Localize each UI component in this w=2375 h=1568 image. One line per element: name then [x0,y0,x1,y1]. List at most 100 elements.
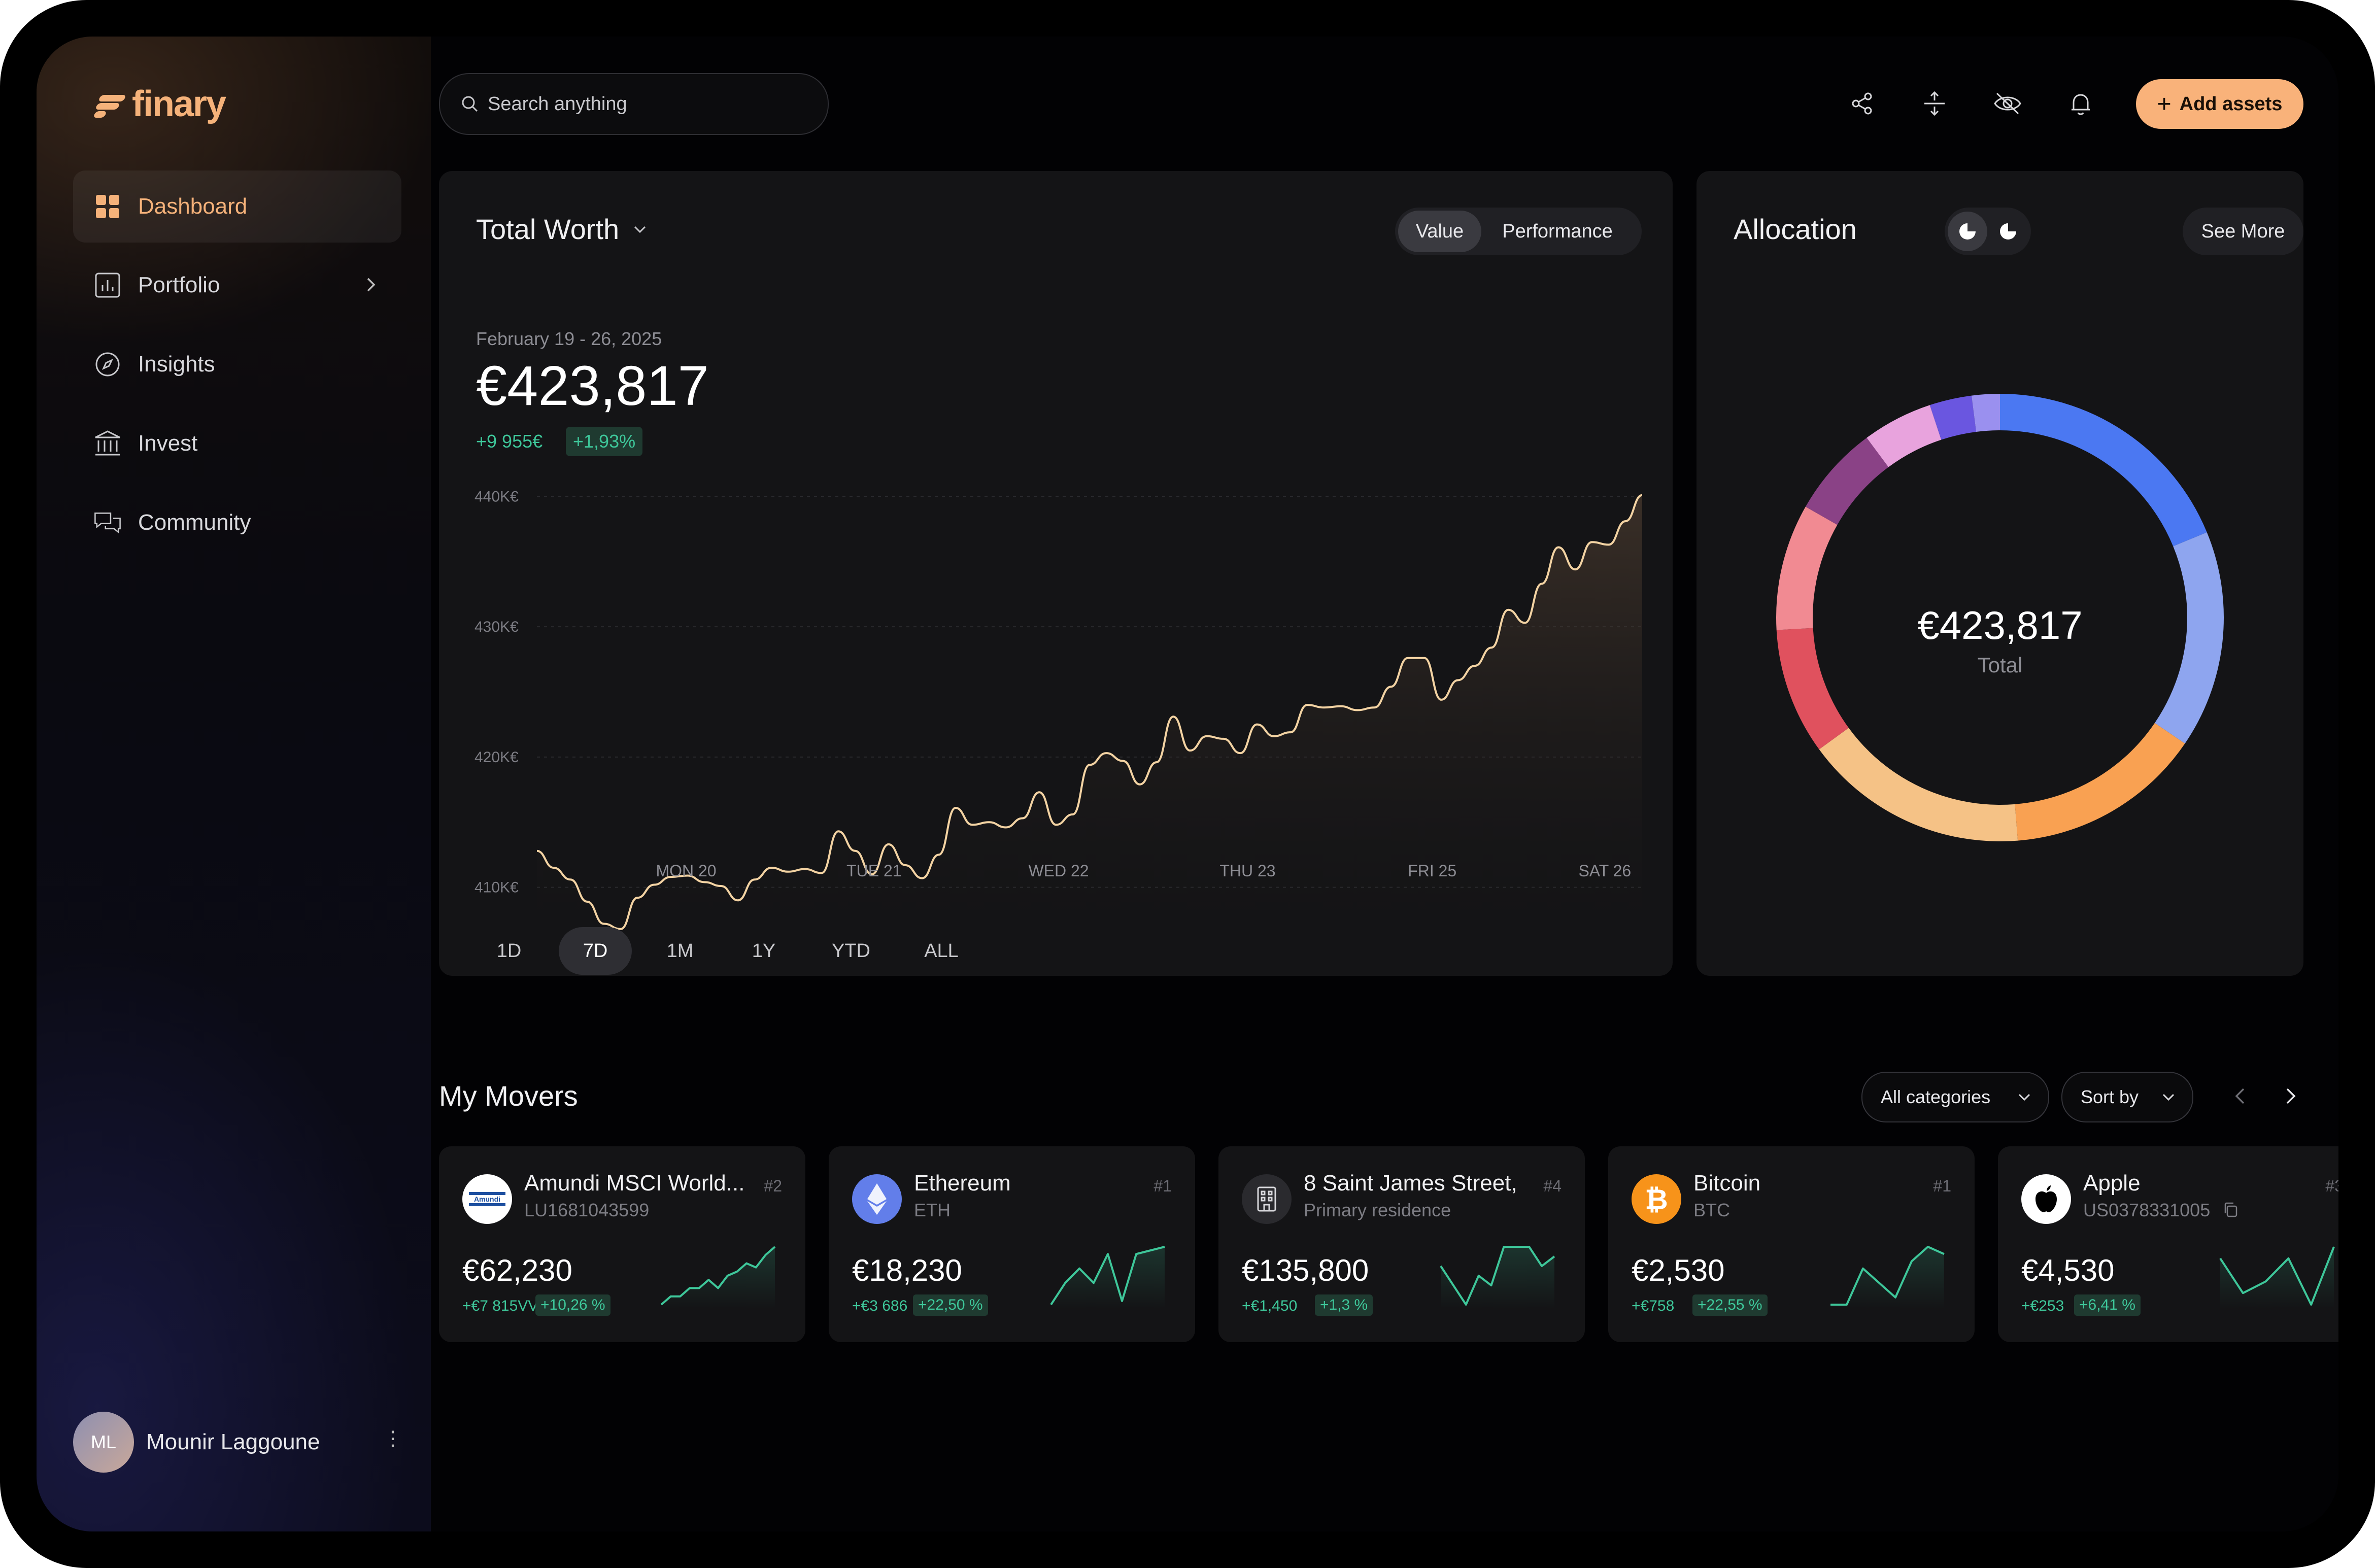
search-input[interactable]: Search anything [488,93,627,115]
ethereum-icon [852,1174,902,1224]
amundi-logo-icon: Amundi [462,1174,512,1224]
mover-ticker-text: US0378331005 [2083,1200,2211,1220]
mover-change-absolute: +€3 686 [852,1298,908,1314]
mover-value: €18,230 [852,1253,962,1287]
donut-slice[interactable] [1929,395,1977,440]
mover-ticker: US0378331005 [2083,1200,2240,1221]
range-1y[interactable]: 1Y [752,940,776,962]
sparkline-area [1051,1247,1165,1309]
grid-icon [93,192,122,221]
sparkline-line [2219,1246,2335,1306]
donut-slice[interactable] [2154,532,2224,744]
donut-slice[interactable] [2015,723,2185,841]
movers-prev-button[interactable] [2226,1082,2255,1110]
eye-off-icon[interactable] [1991,87,2024,120]
donut-slice[interactable] [1776,628,1849,749]
y-tick-label: 410K€ [474,879,519,896]
value-performance-toggle[interactable]: Value Performance [1395,208,1642,255]
user-profile[interactable]: ML Mounir Laggoune ⋮ [73,1412,403,1473]
chevron-left-icon [2235,1088,2245,1104]
mover-change-absolute: +€253 [2021,1298,2064,1314]
mover-value: €135,800 [1242,1253,1369,1287]
mover-ticker: Primary residence [1304,1200,1451,1220]
categories-filter-label: All categories [1881,1086,1991,1107]
range-1m[interactable]: 1M [666,940,694,962]
brand-logo[interactable]: finary [92,81,226,127]
allocation-card: Allocation €423,817 Total [1697,171,2303,976]
mover-card[interactable]: Apple US0378331005 #3 €4,530 +€253 +6,41… [1998,1146,2338,1342]
add-assets-button[interactable]: + Add assets [2136,79,2303,129]
share-icon[interactable] [1846,87,1878,120]
mover-change-percent: +6,41 % [2074,1294,2141,1316]
mover-value: €4,530 [2021,1253,2115,1287]
mover-rank: #2 [764,1177,782,1195]
total-worth-title-dropdown[interactable]: Total Worth [476,213,649,246]
x-tick-label: MON 20 [656,862,716,880]
donut-slice[interactable] [1867,405,1942,467]
donut-slice[interactable] [1971,394,2000,432]
mover-rank: #4 [1543,1177,1562,1195]
mover-change-percent: +10,26 % [535,1294,610,1316]
sparkline-area [1830,1247,1944,1309]
sidebar-item-label: Portfolio [138,272,220,297]
worth-line-chart: 440K€ 430K€ 420K€ 410K€ MON 20 TUE 21 WED 22 TH… [474,488,1643,963]
donut-slice[interactable] [1819,728,2018,841]
sidebar-item-insights[interactable]: Insights [73,328,401,400]
date-range: February 19 - 26, 2025 [476,328,662,349]
sidebar-item-community[interactable]: Community [73,487,401,559]
bitcoin-icon: ₿ [1632,1174,1681,1224]
mover-card[interactable]: ₿ Bitcoin BTC #1 €2,530 +€758 +22,55 % [1608,1146,1975,1342]
mover-sparkline [2219,1246,2335,1309]
allocation-title: Allocation [1734,213,1857,245]
see-more-button[interactable]: See More [2183,208,2303,255]
sidebar-item-dashboard[interactable]: Dashboard [73,171,401,243]
toggle-value[interactable]: Value [1398,211,1481,252]
pie-chart-alt-icon[interactable] [1988,212,2028,251]
mover-change-percent: +22,50 % [913,1294,988,1316]
range-7d[interactable]: 7D [559,927,632,975]
bank-icon [93,429,122,458]
app-screen: finary Dashboard Portfolio Insights [37,37,2338,1531]
mover-name: Amundi MSCI World... [524,1171,745,1196]
donut-slice[interactable] [1999,394,2207,547]
finary-logo-icon [92,92,127,118]
add-assets-label: Add assets [2179,93,2283,115]
movers-next-button[interactable] [2276,1082,2304,1110]
total-worth-card: Total Worth Value Performance February 1… [439,171,1673,976]
mover-card[interactable]: Ethereum ETH #1 €18,230 +€3 686 +22,50 % [829,1146,1195,1342]
bell-icon[interactable] [2064,87,2097,120]
donut-slice[interactable] [1776,506,1838,630]
x-tick-label: THU 23 [1219,862,1275,880]
donut-slice[interactable] [1805,437,1889,525]
range-all[interactable]: ALL [924,940,959,962]
range-1d[interactable]: 1D [496,940,522,962]
mover-card[interactable]: Amundi Amundi MSCI World... LU1681043599… [439,1146,805,1342]
mover-value: €2,530 [1632,1253,1725,1287]
categories-filter[interactable]: All categories [1861,1072,2049,1122]
pie-chart-icon[interactable] [1948,212,1987,251]
mover-name: 8 Saint James Street, [1304,1171,1517,1196]
search-icon [462,96,478,112]
x-tick-label: FRI 25 [1408,862,1456,880]
sidebar-item-label: Dashboard [138,194,248,219]
copy-icon[interactable] [2222,1201,2240,1218]
toggle-performance[interactable]: Performance [1502,220,1613,242]
sidebar-item-label: Community [138,510,251,535]
range-ytd[interactable]: YTD [832,940,870,962]
expand-vertical-icon[interactable] [1918,87,1951,120]
sort-by-dropdown[interactable]: Sort by [2061,1072,2193,1122]
chart-style-toggle[interactable] [1945,208,2031,255]
mover-name: Bitcoin [1693,1171,1761,1196]
bar-chart-icon [93,271,122,299]
sidebar-item-portfolio[interactable]: Portfolio [73,249,401,321]
total-worth-value: €423,817 [476,355,709,417]
sort-by-label: Sort by [2081,1086,2139,1107]
sidebar-item-invest[interactable]: Invest [73,407,401,480]
sparkline-line [1830,1246,1945,1306]
mover-card[interactable]: 8 Saint James Street, Primary residence … [1218,1146,1585,1342]
user-name: Mounir Laggoune [146,1429,320,1454]
chevron-right-icon [361,275,381,297]
search-bar[interactable]: Search anything [439,73,829,135]
more-options-icon[interactable]: ⋮ [383,1427,403,1450]
y-tick-label: 440K€ [474,488,519,505]
